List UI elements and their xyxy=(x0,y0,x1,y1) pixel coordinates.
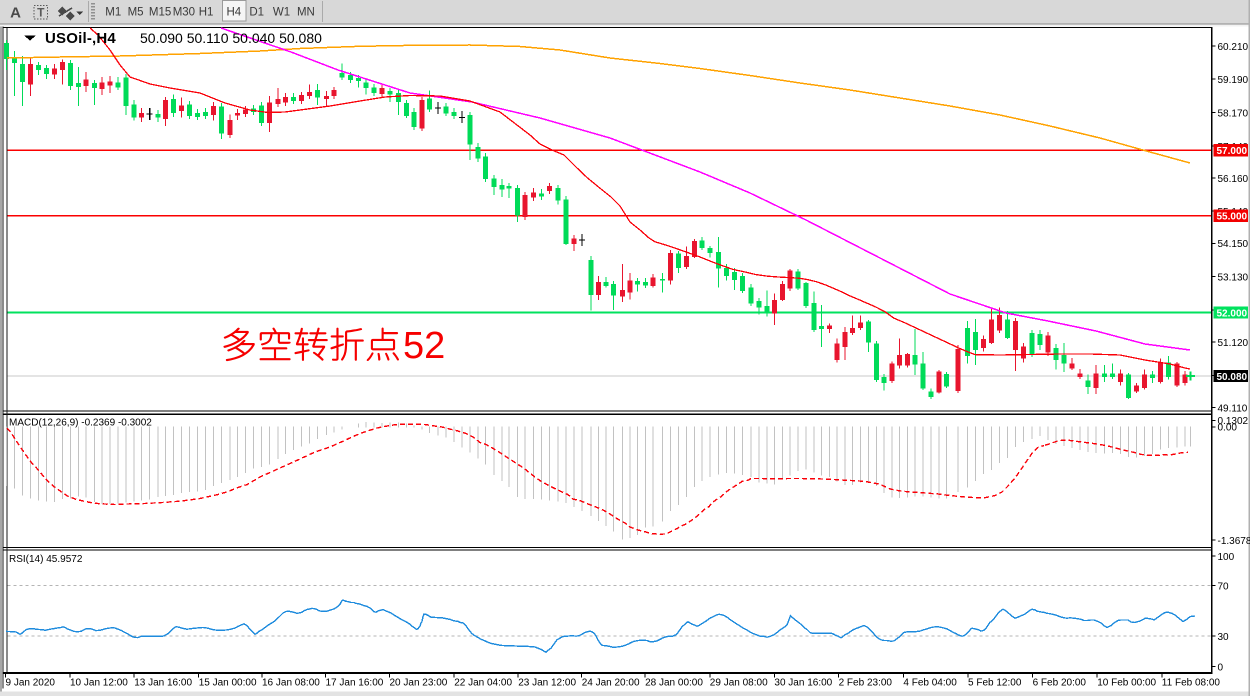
svg-text:50.090 50.110 50.040 50.080: 50.090 50.110 50.040 50.080 xyxy=(140,30,322,46)
svg-text:20 Jan 23:00: 20 Jan 23:00 xyxy=(390,677,448,688)
svg-text:4 Feb 04:00: 4 Feb 04:00 xyxy=(903,677,957,688)
svg-text:28 Jan 00:00: 28 Jan 00:00 xyxy=(645,677,703,688)
svg-text:56.160: 56.160 xyxy=(1218,174,1249,185)
svg-text:58.170: 58.170 xyxy=(1218,108,1249,119)
svg-text:0: 0 xyxy=(1218,662,1224,673)
svg-text:11 Feb 08:00: 11 Feb 08:00 xyxy=(1162,677,1221,688)
svg-text:M5: M5 xyxy=(128,7,144,19)
svg-text:100: 100 xyxy=(1218,552,1235,563)
svg-text:M30: M30 xyxy=(173,7,195,19)
svg-text:59.190: 59.190 xyxy=(1218,75,1249,86)
svg-text:54.150: 54.150 xyxy=(1218,239,1249,250)
svg-text:9 Jan 2020: 9 Jan 2020 xyxy=(6,677,56,688)
svg-text:0.00: 0.00 xyxy=(1218,423,1238,434)
svg-text:D1: D1 xyxy=(249,7,264,19)
svg-text:A: A xyxy=(10,5,21,22)
svg-text:23 Jan 12:00: 23 Jan 12:00 xyxy=(518,677,576,688)
svg-text:MACD(12,26,9) -0.2369 -0.3002: MACD(12,26,9) -0.2369 -0.3002 xyxy=(9,418,152,429)
svg-text:50.080: 50.080 xyxy=(1217,372,1248,383)
svg-text:30: 30 xyxy=(1218,632,1230,643)
svg-text:55.000: 55.000 xyxy=(1217,212,1248,223)
svg-text:T: T xyxy=(37,6,45,20)
svg-text:USOil-,H4: USOil-,H4 xyxy=(45,30,116,47)
svg-text:52: 52 xyxy=(403,325,445,367)
svg-text:10 Jan 12:00: 10 Jan 12:00 xyxy=(70,677,128,688)
svg-text:29 Jan 08:00: 29 Jan 08:00 xyxy=(710,677,768,688)
svg-text:22 Jan 04:00: 22 Jan 04:00 xyxy=(454,677,512,688)
svg-text:2 Feb 23:00: 2 Feb 23:00 xyxy=(839,677,893,688)
svg-text:10 Feb 00:00: 10 Feb 00:00 xyxy=(1097,677,1156,688)
svg-text:M1: M1 xyxy=(105,7,121,19)
svg-text:5 Feb 12:00: 5 Feb 12:00 xyxy=(968,677,1022,688)
svg-text:13 Jan 16:00: 13 Jan 16:00 xyxy=(134,677,192,688)
svg-text:6 Feb 20:00: 6 Feb 20:00 xyxy=(1033,677,1087,688)
svg-text:30 Jan 16:00: 30 Jan 16:00 xyxy=(774,677,832,688)
svg-text:H1: H1 xyxy=(199,7,214,19)
svg-text:-1.3678: -1.3678 xyxy=(1218,536,1250,547)
svg-text:51.120: 51.120 xyxy=(1218,338,1249,349)
svg-text:15 Jan 00:00: 15 Jan 00:00 xyxy=(199,677,257,688)
svg-text:0.1302: 0.1302 xyxy=(1218,416,1249,427)
svg-text:70: 70 xyxy=(1218,582,1230,593)
svg-text:M15: M15 xyxy=(149,7,171,19)
svg-text:24 Jan 20:00: 24 Jan 20:00 xyxy=(582,677,640,688)
svg-text:49.110: 49.110 xyxy=(1218,403,1248,414)
svg-text:MN: MN xyxy=(297,7,315,19)
svg-text:60.210: 60.210 xyxy=(1218,42,1249,53)
svg-text:W1: W1 xyxy=(273,7,290,19)
svg-text:RSI(14) 45.9572: RSI(14) 45.9572 xyxy=(9,554,83,565)
svg-text:16 Jan 08:00: 16 Jan 08:00 xyxy=(262,677,320,688)
svg-text:53.130: 53.130 xyxy=(1218,272,1249,283)
svg-text:17 Jan 16:00: 17 Jan 16:00 xyxy=(326,677,384,688)
svg-text:57.000: 57.000 xyxy=(1217,146,1248,157)
svg-text:H4: H4 xyxy=(226,7,241,19)
svg-text:52.000: 52.000 xyxy=(1217,308,1248,319)
